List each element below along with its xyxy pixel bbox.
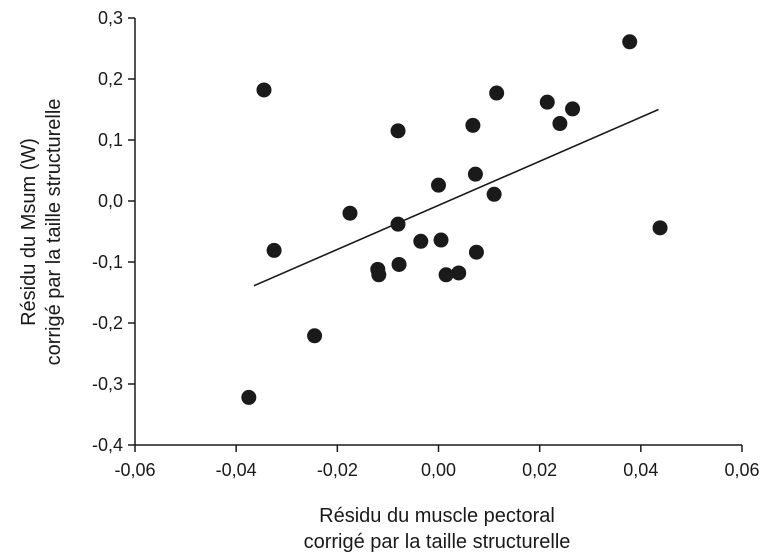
x-tick-label: 0,00 (421, 460, 456, 480)
data-point (438, 267, 454, 283)
data-point (256, 82, 272, 98)
x-tick-label: -0,04 (216, 460, 257, 480)
data-point (307, 328, 323, 344)
y-tick-label: -0,2 (92, 313, 123, 333)
x-tick-label: -0,02 (317, 460, 358, 480)
data-point (390, 123, 406, 139)
trendline-group (253, 108, 659, 287)
x-tick-label: 0,06 (724, 460, 759, 480)
data-point (652, 220, 668, 236)
data-point (622, 34, 638, 50)
y-axis-title-line-2: corrigé par la taille structurelle (43, 99, 65, 366)
data-point (552, 116, 568, 132)
data-point (391, 256, 407, 272)
data-point (565, 101, 581, 117)
data-point (433, 232, 449, 248)
data-point (390, 216, 406, 232)
data-point (431, 177, 446, 193)
x-axis-title-line-2: corrigé par la taille structurelle (304, 531, 571, 553)
data-point (241, 389, 257, 405)
data-point (342, 205, 358, 221)
y-tick-label: -0,3 (92, 374, 123, 394)
x-tick-label: 0,02 (522, 460, 557, 480)
axes (134, 18, 742, 446)
data-point (486, 186, 502, 202)
data-point (451, 265, 467, 281)
data-point (539, 94, 555, 110)
x-tick-label: 0,04 (623, 460, 658, 480)
data-point (413, 233, 429, 249)
y-tick-label: 0,2 (98, 69, 123, 89)
y-tick-label: 0,3 (98, 8, 123, 28)
data-point (489, 85, 505, 101)
x-ticks: -0,06 -0,04 -0,02 0,00 0,02 0,04 0,06 (114, 445, 760, 480)
y-tick-label: -0,1 (92, 252, 123, 272)
regression-line (253, 108, 659, 287)
x-axis-title-line-1: Résidu du muscle pectoral (319, 505, 555, 527)
data-point (467, 166, 483, 182)
data-points (241, 34, 668, 405)
y-axis-title-line-1: Résidu du Msum (W) (18, 138, 40, 326)
data-point (465, 117, 481, 133)
data-point (371, 267, 387, 283)
y-tick-label: 0,1 (98, 130, 123, 150)
y-ticks: 0,3 0,2 0,1 0,0 -0,1 -0,2 -0,3 -0,4 (92, 8, 135, 455)
y-tick-label: 0,0 (98, 191, 123, 211)
y-tick-label: -0,4 (92, 435, 123, 455)
data-point (266, 242, 282, 258)
x-tick-label: -0,06 (114, 460, 155, 480)
data-point (468, 244, 484, 260)
